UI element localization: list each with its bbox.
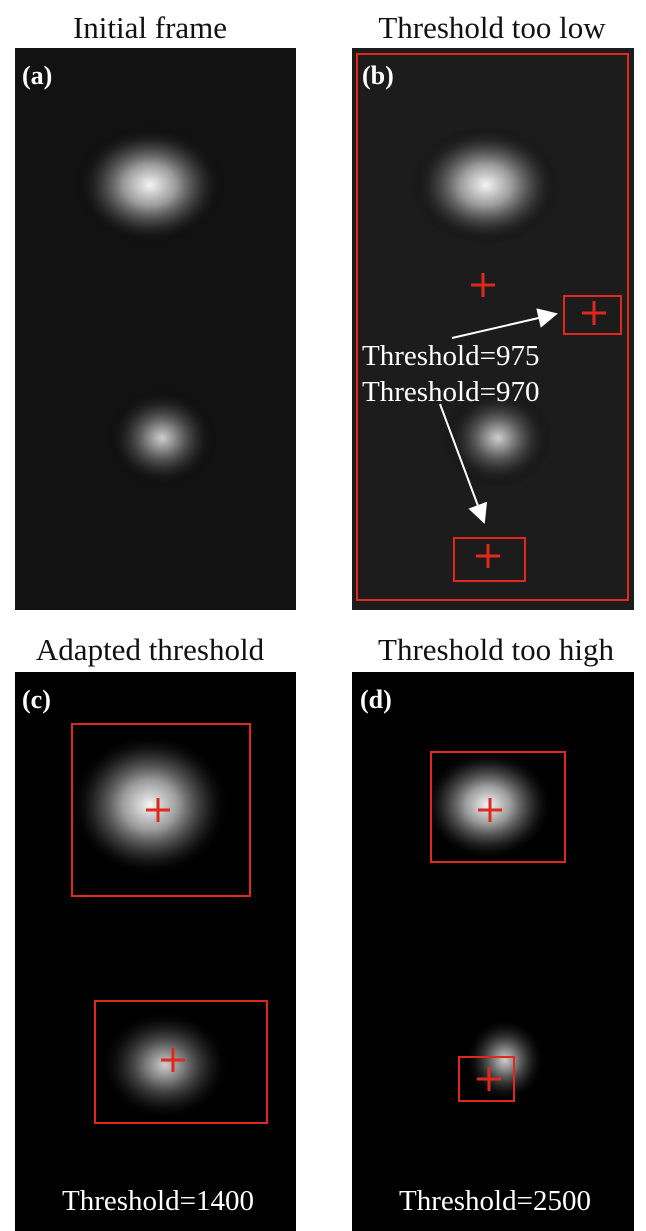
blob (465, 1018, 545, 1102)
annotation: Threshold=970 (362, 376, 539, 408)
blob (411, 125, 561, 245)
panel-a: (a) (15, 48, 296, 610)
panel-b: (b) Threshold=975 Threshold=970 (352, 48, 634, 610)
panel-c: (c) Threshold=1400 (15, 672, 296, 1231)
panel-d: (d) Threshold=2500 (352, 672, 634, 1231)
blob (107, 388, 217, 488)
panel-label: (d) (360, 685, 392, 714)
blob (100, 1010, 230, 1120)
annotation: Threshold=975 (362, 340, 539, 372)
panel-label: (a) (22, 61, 52, 90)
blob (423, 750, 553, 860)
annotation: Threshold=2500 (399, 1185, 591, 1217)
annotation: Threshold=1400 (62, 1185, 254, 1217)
figure: Initial frame Threshold too low Adapted … (0, 0, 646, 1231)
blob (75, 125, 225, 245)
panel-title: Threshold too low (378, 10, 606, 45)
panel-title: Initial frame (73, 10, 227, 45)
panel-title: Threshold too high (378, 632, 614, 667)
panel-label: (c) (22, 685, 51, 714)
panel-title: Adapted threshold (36, 632, 265, 667)
panel-label: (b) (362, 61, 394, 90)
blob (70, 733, 230, 877)
